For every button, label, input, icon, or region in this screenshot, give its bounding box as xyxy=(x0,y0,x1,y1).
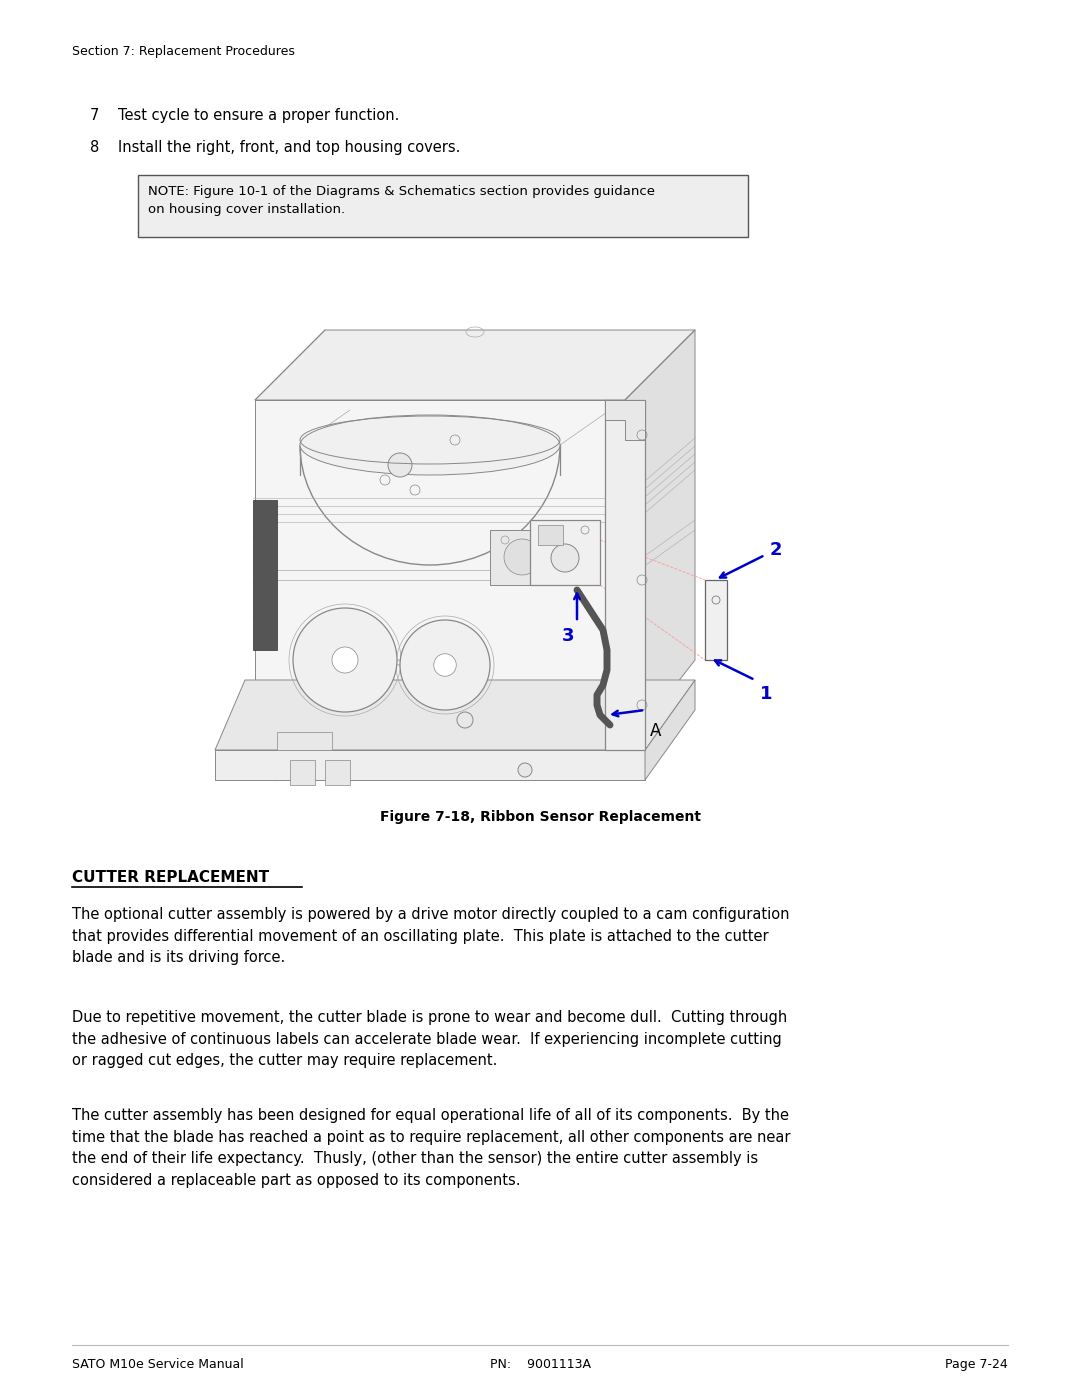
Text: The optional cutter assembly is powered by a drive motor directly coupled to a c: The optional cutter assembly is powered … xyxy=(72,907,789,965)
Text: Section 7: Replacement Procedures: Section 7: Replacement Procedures xyxy=(72,45,295,59)
Text: Test cycle to ensure a proper function.: Test cycle to ensure a proper function. xyxy=(118,108,400,123)
Text: PN:    9001113A: PN: 9001113A xyxy=(489,1358,591,1370)
Polygon shape xyxy=(255,400,625,750)
Bar xyxy=(705,580,727,659)
Text: The cutter assembly has been designed for equal operational life of all of its c: The cutter assembly has been designed fo… xyxy=(72,1108,791,1187)
Text: Figure 7-18, Ribbon Sensor Replacement: Figure 7-18, Ribbon Sensor Replacement xyxy=(379,810,701,824)
Polygon shape xyxy=(605,400,645,440)
Bar xyxy=(325,760,350,785)
Circle shape xyxy=(293,608,397,712)
Bar xyxy=(530,520,600,585)
Circle shape xyxy=(518,763,532,777)
Circle shape xyxy=(504,539,540,576)
Text: Due to repetitive movement, the cutter blade is prone to wear and become dull.  : Due to repetitive movement, the cutter b… xyxy=(72,1010,787,1069)
Polygon shape xyxy=(605,400,645,750)
Polygon shape xyxy=(215,680,696,750)
Text: 7: 7 xyxy=(90,108,99,123)
Circle shape xyxy=(400,620,490,710)
Text: SATO M10e Service Manual: SATO M10e Service Manual xyxy=(72,1358,244,1370)
Polygon shape xyxy=(625,330,696,750)
Text: Page 7-24: Page 7-24 xyxy=(945,1358,1008,1370)
Circle shape xyxy=(332,647,357,673)
Circle shape xyxy=(457,712,473,728)
Circle shape xyxy=(434,654,456,676)
Circle shape xyxy=(551,543,579,571)
Bar xyxy=(538,525,563,545)
Text: A: A xyxy=(650,722,661,740)
Polygon shape xyxy=(255,330,696,400)
Bar xyxy=(291,760,315,785)
Text: 1: 1 xyxy=(760,685,772,703)
Text: 2: 2 xyxy=(770,541,783,559)
FancyBboxPatch shape xyxy=(138,175,748,237)
Circle shape xyxy=(388,453,411,476)
Text: CUTTER REPLACEMENT: CUTTER REPLACEMENT xyxy=(72,870,269,886)
Text: NOTE: Figure 10-1 of the Diagrams & Schematics section provides guidance
on hous: NOTE: Figure 10-1 of the Diagrams & Sche… xyxy=(148,184,654,217)
Polygon shape xyxy=(645,680,696,780)
Text: 8: 8 xyxy=(90,140,99,155)
Text: 3: 3 xyxy=(562,627,575,645)
Text: Install the right, front, and top housing covers.: Install the right, front, and top housin… xyxy=(118,140,460,155)
Ellipse shape xyxy=(300,415,561,475)
Bar xyxy=(490,529,555,585)
Polygon shape xyxy=(253,500,276,650)
Bar xyxy=(276,732,332,750)
Polygon shape xyxy=(215,750,645,780)
